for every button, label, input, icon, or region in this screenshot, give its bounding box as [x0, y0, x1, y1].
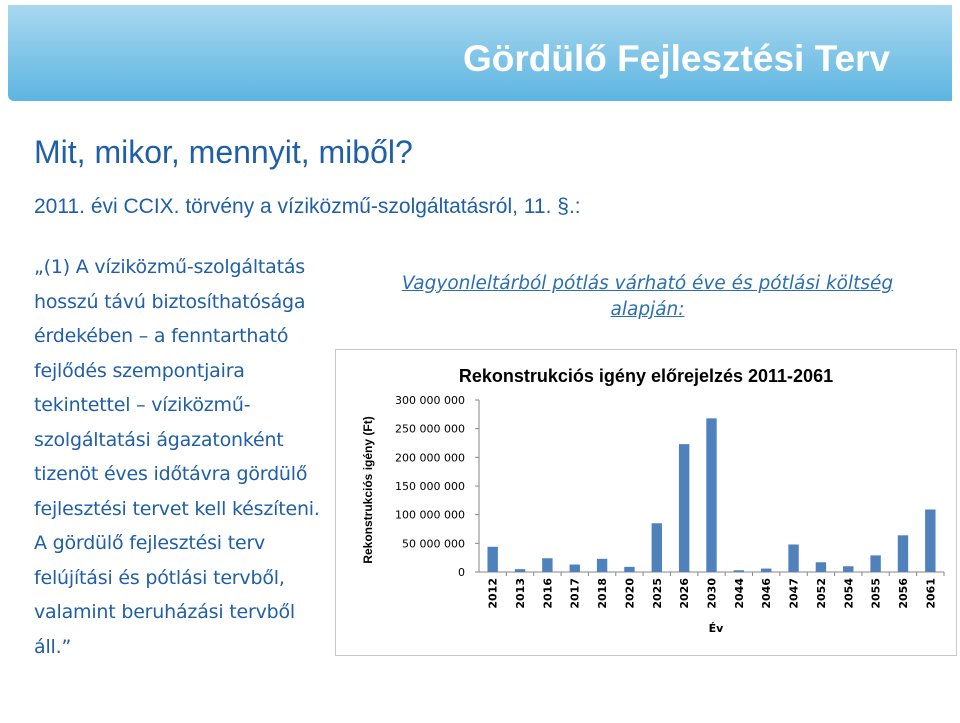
chart-title: Rekonstrukciós igény előrejelzés 2011-20…	[459, 366, 833, 386]
x-tick-label: 2047	[788, 578, 801, 609]
bar	[925, 509, 936, 572]
x-tick-label: 2025	[651, 578, 664, 609]
y-axis-label: Rekonstrukciós igény (Ft)	[361, 416, 375, 563]
header-band: Gördülő Fejlesztési Terv	[8, 5, 952, 101]
x-tick-label: 2044	[733, 578, 746, 609]
x-axis-label: Év	[709, 622, 725, 635]
x-tick-label: 2054	[842, 578, 855, 609]
y-tick-label: 100 000 000	[395, 509, 465, 522]
bar	[706, 418, 717, 572]
y-tick-label: 50 000 000	[402, 537, 465, 550]
x-tick-label: 2016	[541, 578, 554, 609]
x-tick-label: 2052	[815, 578, 828, 609]
bar	[788, 544, 799, 572]
y-tick-label: 150 000 000	[395, 480, 465, 493]
x-tick-label: 2055	[870, 578, 883, 609]
bar	[897, 535, 909, 572]
y-tick-label: 300 000 000	[395, 394, 465, 407]
bar	[815, 562, 827, 572]
bar	[761, 568, 772, 572]
bar	[596, 558, 608, 572]
y-tick-label: 0	[458, 566, 465, 579]
bar-chart: Rekonstrukciós igény előrejelzés 2011-20…	[361, 366, 945, 635]
bar	[678, 444, 690, 572]
x-tick-label: 2012	[487, 578, 500, 609]
bar	[651, 523, 662, 572]
chart-caption: Vagyonleltárból pótlás várható éve és pó…	[401, 273, 894, 320]
x-tick-label: 2030	[706, 578, 719, 609]
x-tick-label: 2056	[897, 578, 910, 609]
y-tick-label: 250 000 000	[395, 423, 465, 436]
chart-frame: Rekonstrukciós igény előrejelzés 2011-20…	[335, 349, 957, 656]
bar	[514, 569, 526, 572]
x-tick-label: 2018	[596, 578, 609, 609]
bar	[542, 558, 553, 572]
x-tick-label: 2046	[760, 578, 773, 609]
slide-title: Gördülő Fejlesztési Terv	[463, 38, 890, 79]
slide-subtitle: Mit, mikor, mennyit, miből?	[34, 134, 413, 170]
y-tick-label: 200 000 000	[395, 451, 465, 464]
bar	[569, 564, 580, 572]
law-quote: „(1) A víziközmű-szolgáltatás hosszú táv…	[34, 256, 320, 658]
x-tick-label: 2026	[678, 578, 691, 609]
bar	[870, 555, 881, 572]
x-tick-label: 2013	[514, 578, 527, 609]
bar	[624, 566, 635, 572]
bar	[487, 546, 498, 572]
x-tick-label: 2017	[569, 578, 582, 609]
bar	[733, 570, 745, 572]
x-tick-label: 2020	[623, 578, 636, 609]
bar	[843, 566, 854, 572]
x-tick-label: 2061	[924, 578, 937, 609]
law-reference: 2011. évi CCIX. törvény a víziközmű-szol…	[34, 195, 581, 218]
